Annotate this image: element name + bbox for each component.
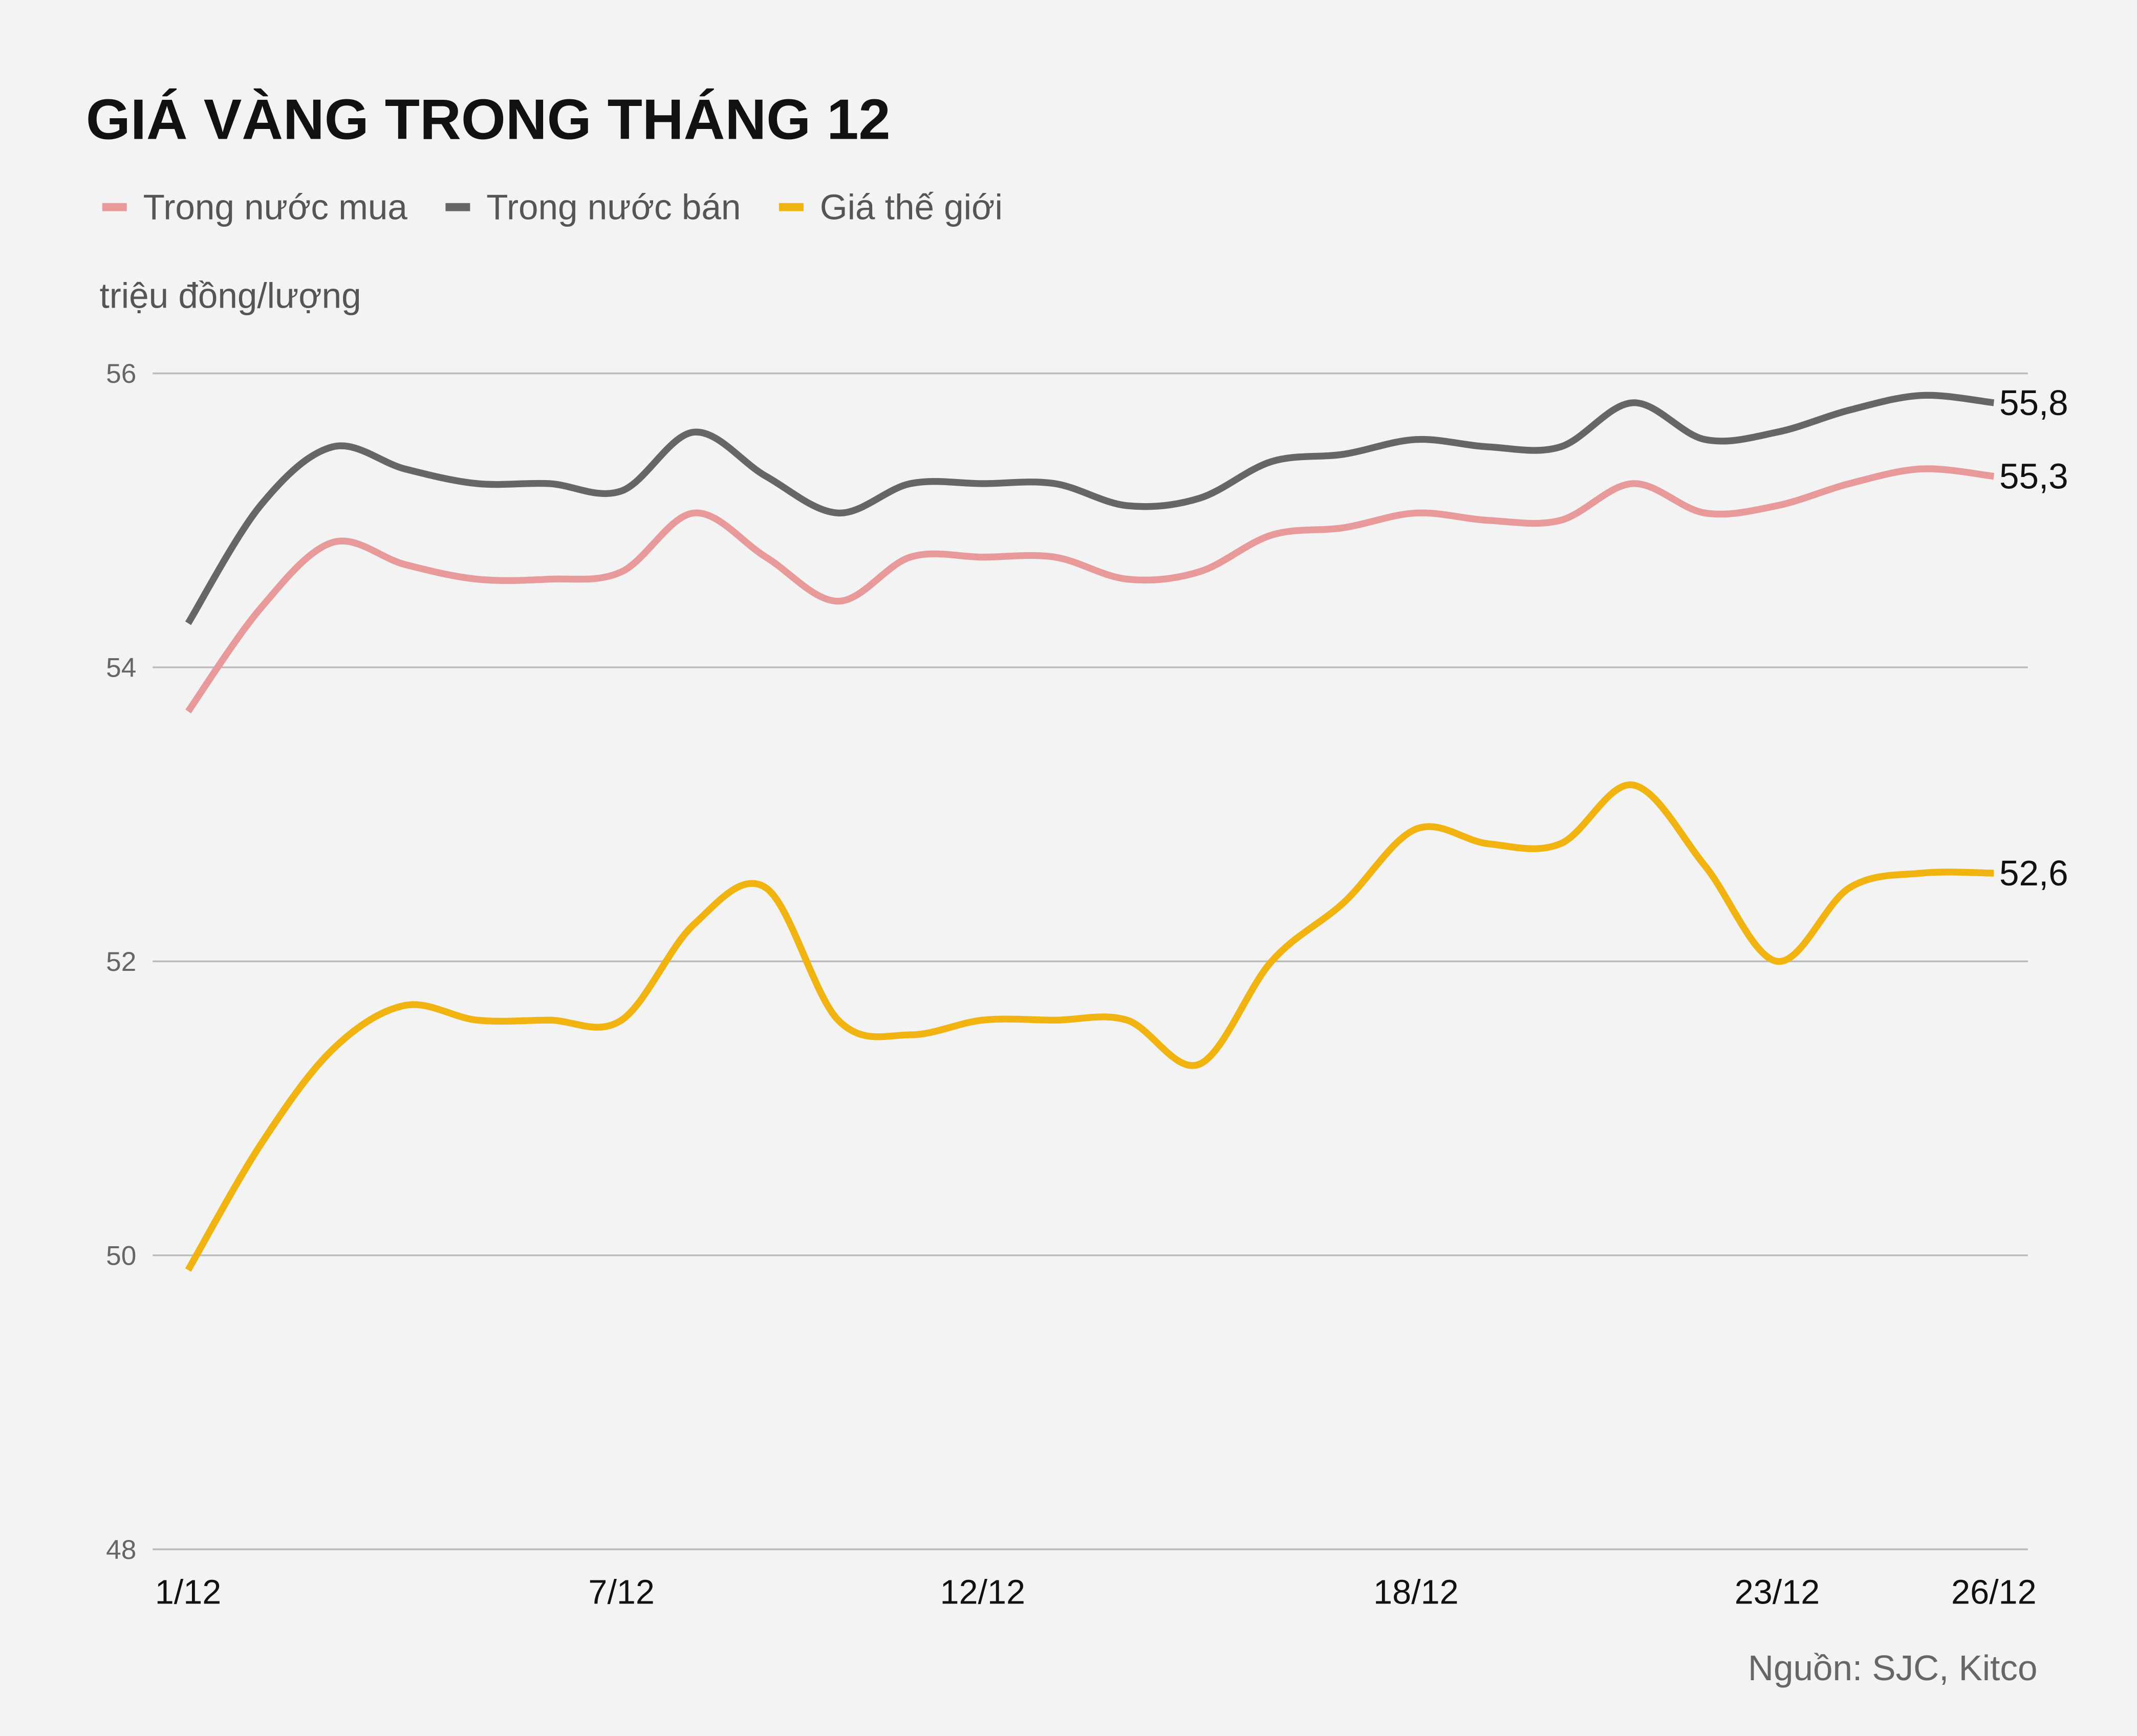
y-tick-label: 56	[106, 359, 136, 389]
x-tick-label: 12/12	[940, 1574, 1025, 1612]
x-tick-label: 7/12	[588, 1574, 655, 1612]
series-line	[185, 392, 1995, 625]
x-tick-label: 26/12	[1951, 1574, 2037, 1612]
x-tick-label: 18/12	[1373, 1574, 1459, 1612]
data-label: 52,6	[1999, 853, 2068, 893]
data-label: 55,8	[1999, 383, 2068, 423]
y-tick-label: 52	[106, 947, 136, 977]
y-tick-label: 54	[106, 653, 136, 683]
x-tick-label: 23/12	[1735, 1574, 1820, 1612]
x-tick-label: 1/12	[155, 1574, 222, 1612]
data-label: 55,3	[1999, 457, 2068, 496]
series-line	[185, 782, 1994, 1272]
legend-label: Giá thế giới	[820, 187, 1003, 227]
y-tick-label: 50	[106, 1241, 136, 1271]
chart-title: GIÁ VÀNG TRONG THÁNG 12	[86, 88, 891, 151]
y-axis-label: triệu đồng/lượng	[99, 276, 361, 316]
series-line	[185, 465, 1995, 713]
y-tick-label: 48	[106, 1535, 136, 1565]
legend-label: Trong nước bán	[486, 187, 741, 227]
source: Nguồn: SJC, Kitco	[1748, 1648, 2038, 1688]
legend-label: Trong nước mua	[143, 187, 408, 227]
